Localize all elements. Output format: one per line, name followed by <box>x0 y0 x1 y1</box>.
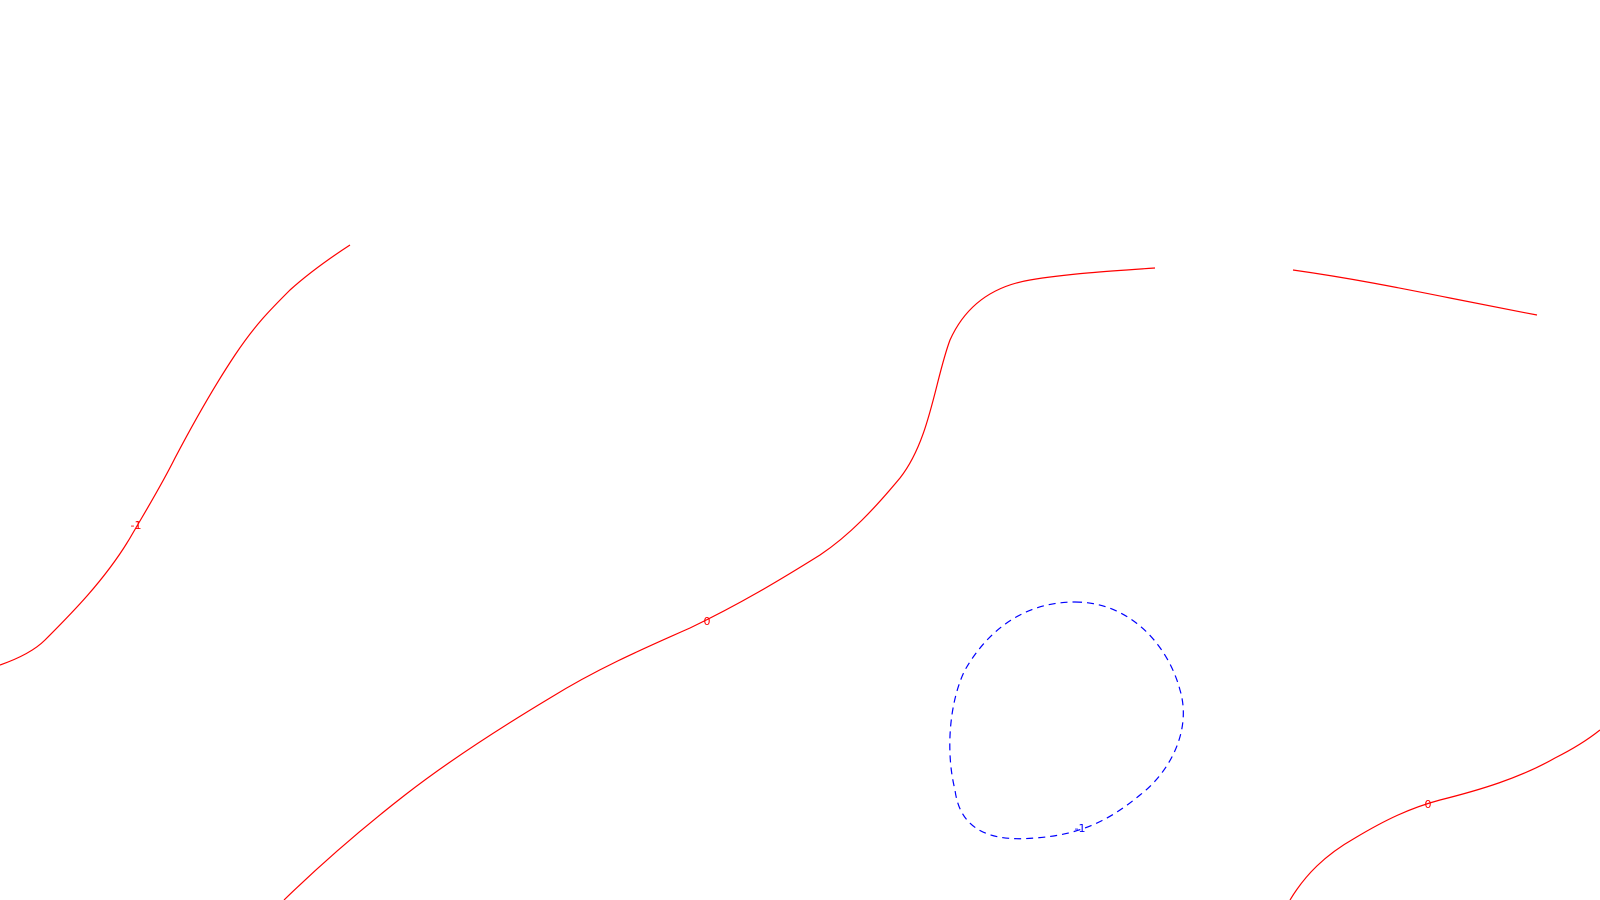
contour-line-middle <box>283 267 1156 900</box>
contour-label-bottom-right: 0 <box>1425 798 1432 811</box>
contour-line-bottom-right <box>1289 729 1600 900</box>
contour-label-left: -1 <box>131 519 142 532</box>
contour-label-closed-loop: -1 <box>1075 822 1086 835</box>
contour-line-top-right <box>1292 269 1538 316</box>
contour-line-left <box>0 244 351 666</box>
contour-line-closed-loop <box>949 601 1184 840</box>
contour-label-middle: 0 <box>704 615 711 628</box>
